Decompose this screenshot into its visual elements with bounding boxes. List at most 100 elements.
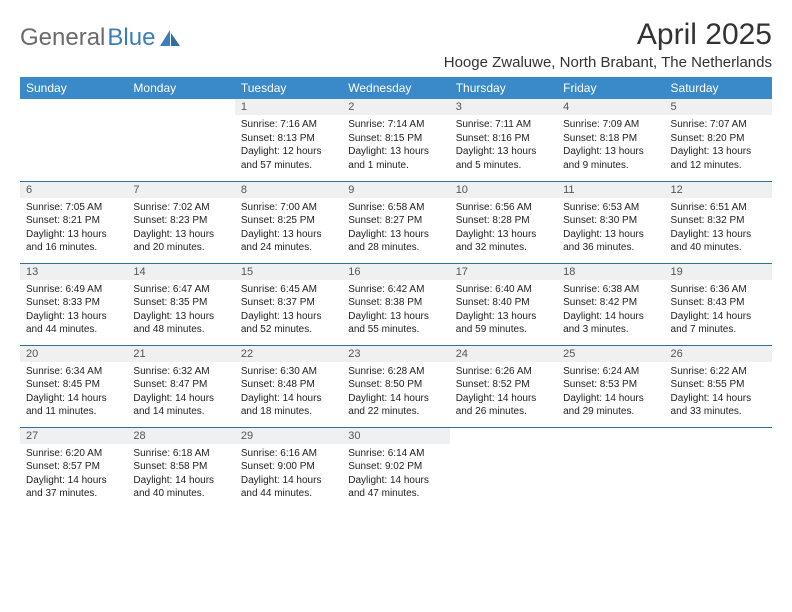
sunrise-line: Sunrise: 7:00 AM — [241, 201, 336, 215]
sunrise-line: Sunrise: 6:34 AM — [26, 365, 121, 379]
day-detail: Sunrise: 6:30 AMSunset: 8:48 PMDaylight:… — [235, 362, 342, 423]
sunset-line: Sunset: 8:37 PM — [241, 296, 336, 310]
calendar-cell: 16Sunrise: 6:42 AMSunset: 8:38 PMDayligh… — [342, 263, 449, 345]
sunset-line: Sunset: 8:50 PM — [348, 378, 443, 392]
day-number: 30 — [342, 428, 449, 444]
sunrise-line: Sunrise: 7:02 AM — [133, 201, 228, 215]
calendar-cell: 30Sunrise: 6:14 AMSunset: 9:02 PMDayligh… — [342, 427, 449, 509]
day-detail: Sunrise: 6:22 AMSunset: 8:55 PMDaylight:… — [665, 362, 772, 423]
location: Hooge Zwaluwe, North Brabant, The Nether… — [444, 54, 772, 71]
calendar-cell: 20Sunrise: 6:34 AMSunset: 8:45 PMDayligh… — [20, 345, 127, 427]
calendar-cell: 28Sunrise: 6:18 AMSunset: 8:58 PMDayligh… — [127, 427, 234, 509]
sunset-line: Sunset: 8:52 PM — [456, 378, 551, 392]
weekday-header: Sunday — [20, 77, 127, 99]
day-number: 1 — [235, 99, 342, 115]
month-title: April 2025 — [444, 18, 772, 52]
sunset-line: Sunset: 8:40 PM — [456, 296, 551, 310]
calendar-week-row: 27 Sunrise: 6:20 AMSunset: 8:57 PM Dayligh… — [20, 427, 772, 509]
day-detail: Sunrise: 6:16 AMSunset: 9:00 PMDaylight:… — [235, 444, 342, 505]
day-detail: Sunrise: 6:51 AMSunset: 8:32 PMDaylight:… — [665, 198, 772, 259]
daylight-line: Daylight: 13 hours and 24 minutes. — [241, 228, 336, 255]
daylight-line: Daylight: 14 hours and 33 minutes. — [671, 392, 766, 419]
day-number-empty — [20, 99, 127, 115]
day-number: 12 — [665, 182, 772, 198]
title-block: April 2025 Hooge Zwaluwe, North Brabant,… — [444, 18, 772, 71]
calendar-cell: 9Sunrise: 6:58 AMSunset: 8:27 PMDaylight… — [342, 181, 449, 263]
calendar-cell: 27Sunrise: 6:20 AMSunset: 8:57 PMDayligh… — [20, 427, 127, 509]
brand-part1: General — [20, 24, 105, 52]
sunrise-line: Sunrise: 7:16 AM — [241, 118, 336, 132]
calendar-cell: 8Sunrise: 7:00 AMSunset: 8:25 PMDaylight… — [235, 181, 342, 263]
calendar-cell: 3Sunrise: 7:11 AMSunset: 8:16 PMDaylight… — [450, 99, 557, 181]
calendar-cell: 24Sunrise: 6:26 AMSunset: 8:52 PMDayligh… — [450, 345, 557, 427]
day-detail: Sunrise: 6:32 AMSunset: 8:47 PMDaylight:… — [127, 362, 234, 423]
day-detail: Sunrise: 6:49 AMSunset: 8:33 PMDaylight:… — [20, 280, 127, 341]
sunset-line: Sunset: 8:57 PM — [26, 460, 121, 474]
day-number: 13 — [20, 264, 127, 280]
calendar-cell: 1Sunrise: 7:16 AMSunset: 8:13 PMDaylight… — [235, 99, 342, 181]
calendar-cell: 7Sunrise: 7:02 AMSunset: 8:23 PMDaylight… — [127, 181, 234, 263]
calendar-week-row: 1 Sunrise: 7:16 AMSunset: 8:13 PM Daylight… — [20, 99, 772, 181]
sunset-line: Sunset: 9:00 PM — [241, 460, 336, 474]
sunrise-line: Sunrise: 6:36 AM — [671, 283, 766, 297]
brand-sail-icon — [159, 29, 181, 47]
daylight-line: Daylight: 14 hours and 3 minutes. — [563, 310, 658, 337]
weekday-header: Monday — [127, 77, 234, 99]
daylight-line: Daylight: 14 hours and 40 minutes. — [133, 474, 228, 501]
day-number: 17 — [450, 264, 557, 280]
calendar-cell — [127, 99, 234, 181]
day-number: 25 — [557, 346, 664, 362]
day-number: 23 — [342, 346, 449, 362]
daylight-line: Daylight: 13 hours and 16 minutes. — [26, 228, 121, 255]
daylight-line: Daylight: 13 hours and 9 minutes. — [563, 145, 658, 172]
day-detail: Sunrise: 6:26 AMSunset: 8:52 PMDaylight:… — [450, 362, 557, 423]
day-number-empty — [557, 428, 664, 444]
day-detail: Sunrise: 6:14 AMSunset: 9:02 PMDaylight:… — [342, 444, 449, 505]
day-number: 27 — [20, 428, 127, 444]
day-detail: Sunrise: 6:53 AMSunset: 8:30 PMDaylight:… — [557, 198, 664, 259]
daylight-line: Daylight: 14 hours and 18 minutes. — [241, 392, 336, 419]
sunrise-line: Sunrise: 6:14 AM — [348, 447, 443, 461]
calendar-cell: 22Sunrise: 6:30 AMSunset: 8:48 PMDayligh… — [235, 345, 342, 427]
sunset-line: Sunset: 8:21 PM — [26, 214, 121, 228]
day-number: 29 — [235, 428, 342, 444]
sunset-line: Sunset: 8:23 PM — [133, 214, 228, 228]
daylight-line: Daylight: 14 hours and 26 minutes. — [456, 392, 551, 419]
sunrise-line: Sunrise: 6:45 AM — [241, 283, 336, 297]
day-detail: Sunrise: 6:40 AMSunset: 8:40 PMDaylight:… — [450, 280, 557, 341]
day-number-empty — [665, 428, 772, 444]
sunrise-line: Sunrise: 7:07 AM — [671, 118, 766, 132]
sunrise-line: Sunrise: 7:09 AM — [563, 118, 658, 132]
weekday-header: Thursday — [450, 77, 557, 99]
sunset-line: Sunset: 8:28 PM — [456, 214, 551, 228]
sunset-line: Sunset: 8:58 PM — [133, 460, 228, 474]
calendar-cell — [450, 427, 557, 509]
calendar-cell — [20, 99, 127, 181]
calendar-cell: 2Sunrise: 7:14 AMSunset: 8:15 PMDaylight… — [342, 99, 449, 181]
day-number-empty — [127, 99, 234, 115]
calendar-cell: 18Sunrise: 6:38 AMSunset: 8:42 PMDayligh… — [557, 263, 664, 345]
sunset-line: Sunset: 8:53 PM — [563, 378, 658, 392]
sunset-line: Sunset: 8:13 PM — [241, 132, 336, 146]
day-number: 24 — [450, 346, 557, 362]
sunrise-line: Sunrise: 6:16 AM — [241, 447, 336, 461]
sunrise-line: Sunrise: 6:20 AM — [26, 447, 121, 461]
day-number: 18 — [557, 264, 664, 280]
sunset-line: Sunset: 8:27 PM — [348, 214, 443, 228]
day-detail: Sunrise: 7:14 AMSunset: 8:15 PMDaylight:… — [342, 115, 449, 176]
sunrise-line: Sunrise: 7:11 AM — [456, 118, 551, 132]
sunrise-line: Sunrise: 6:28 AM — [348, 365, 443, 379]
sunset-line: Sunset: 8:35 PM — [133, 296, 228, 310]
calendar-week-row: 6Sunrise: 7:05 AMSunset: 8:21 PMDaylight… — [20, 181, 772, 263]
day-number: 16 — [342, 264, 449, 280]
sunrise-line: Sunrise: 6:56 AM — [456, 201, 551, 215]
brand-part2: Blue — [107, 24, 155, 52]
daylight-line: Daylight: 13 hours and 48 minutes. — [133, 310, 228, 337]
calendar-cell — [557, 427, 664, 509]
day-number: 19 — [665, 264, 772, 280]
weekday-header-row: Sunday Monday Tuesday Wednesday Thursday… — [20, 77, 772, 99]
daylight-line: Daylight: 13 hours and 5 minutes. — [456, 145, 551, 172]
day-detail: Sunrise: 6:47 AMSunset: 8:35 PMDaylight:… — [127, 280, 234, 341]
sunset-line: Sunset: 8:43 PM — [671, 296, 766, 310]
sunset-line: Sunset: 8:55 PM — [671, 378, 766, 392]
